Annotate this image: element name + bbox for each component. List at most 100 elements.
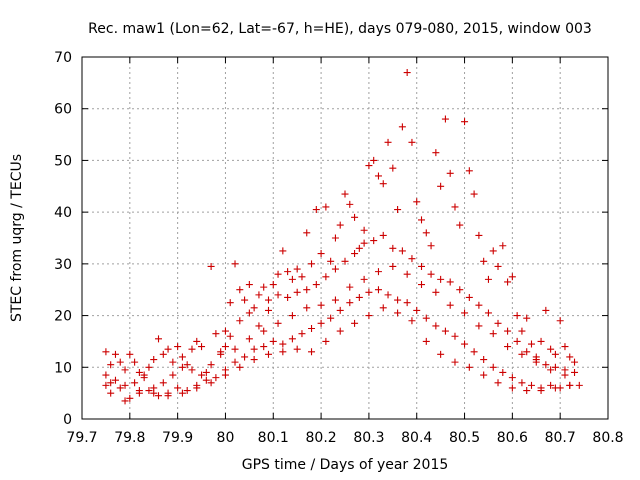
data-point: [508, 384, 516, 392]
data-point: [389, 164, 397, 172]
data-point: [264, 350, 272, 358]
data-point: [346, 200, 354, 208]
data-point: [427, 270, 435, 278]
data-point: [346, 283, 354, 291]
data-point: [551, 384, 559, 392]
x-tick-label: 80.3: [353, 430, 384, 446]
x-tick-label: 80.6: [497, 430, 528, 446]
data-point: [355, 293, 363, 301]
data-point: [351, 213, 359, 221]
data-point: [518, 379, 526, 387]
data-point: [169, 358, 177, 366]
data-point: [121, 397, 129, 405]
data-point: [178, 363, 186, 371]
data-point: [508, 374, 516, 382]
data-point: [212, 374, 220, 382]
data-point: [566, 381, 574, 389]
chart-title: Rec. maw1 (Lon=62, Lat=-67, h=HE), days …: [88, 21, 592, 37]
data-point: [537, 337, 545, 345]
data-point: [284, 268, 292, 276]
data-point: [159, 379, 167, 387]
data-point: [322, 273, 330, 281]
data-point: [480, 257, 488, 265]
data-point: [145, 363, 153, 371]
data-point: [370, 156, 378, 164]
data-point: [155, 335, 163, 343]
x-tick-label: 80.4: [401, 430, 432, 446]
data-point: [140, 374, 148, 382]
data-point: [183, 387, 191, 395]
data-point: [374, 268, 382, 276]
data-point: [532, 358, 540, 366]
data-point: [116, 384, 124, 392]
data-point: [475, 322, 483, 330]
data-point: [437, 182, 445, 190]
data-point: [489, 247, 497, 255]
data-point: [508, 273, 516, 281]
data-point: [269, 337, 277, 345]
data-point: [260, 343, 268, 351]
data-point: [274, 270, 282, 278]
data-point: [504, 327, 512, 335]
data-point: [284, 293, 292, 301]
data-point: [475, 231, 483, 239]
plot-frame: [81, 56, 609, 420]
data-point: [346, 299, 354, 307]
data-point: [336, 306, 344, 314]
data-point: [437, 275, 445, 283]
data-point: [317, 301, 325, 309]
x-axis-label: GPS time / Days of year 2015: [242, 457, 449, 473]
data-point: [461, 340, 469, 348]
data-point: [293, 345, 301, 353]
data-point: [547, 366, 555, 374]
data-point: [303, 229, 311, 237]
data-point: [336, 221, 344, 229]
data-point: [475, 301, 483, 309]
data-point: [408, 317, 416, 325]
data-point: [102, 371, 110, 379]
data-point: [308, 348, 316, 356]
data-point: [341, 257, 349, 265]
data-point: [126, 394, 134, 402]
data-point: [398, 247, 406, 255]
data-point: [331, 296, 339, 304]
data-point: [542, 361, 550, 369]
data-point: [231, 358, 239, 366]
x-tick-label: 80.1: [258, 430, 289, 446]
points-layer: [102, 69, 583, 405]
data-point: [135, 368, 143, 376]
data-point: [322, 203, 330, 211]
data-point: [547, 381, 555, 389]
data-point: [121, 381, 129, 389]
data-point: [351, 250, 359, 258]
y-tick-label: 60: [54, 102, 72, 118]
data-point: [571, 368, 579, 376]
y-tick-label: 30: [54, 257, 72, 273]
data-point: [355, 244, 363, 252]
data-point: [499, 368, 507, 376]
data-point: [298, 330, 306, 338]
data-point: [456, 286, 464, 294]
x-tick-label: 80.2: [306, 430, 337, 446]
data-point: [408, 255, 416, 263]
data-point: [427, 242, 435, 250]
data-point: [260, 283, 268, 291]
data-point: [250, 356, 258, 364]
data-point: [279, 247, 287, 255]
data-point: [489, 330, 497, 338]
data-point: [264, 306, 272, 314]
data-point: [446, 301, 454, 309]
data-point: [571, 358, 579, 366]
data-point: [312, 206, 320, 214]
data-point: [523, 387, 531, 395]
data-point: [418, 262, 426, 270]
data-point: [303, 286, 311, 294]
data-point: [398, 123, 406, 131]
data-point: [131, 358, 139, 366]
data-point: [379, 304, 387, 312]
data-point: [174, 384, 182, 392]
data-point: [561, 371, 569, 379]
data-point: [365, 162, 373, 170]
data-point: [422, 337, 430, 345]
